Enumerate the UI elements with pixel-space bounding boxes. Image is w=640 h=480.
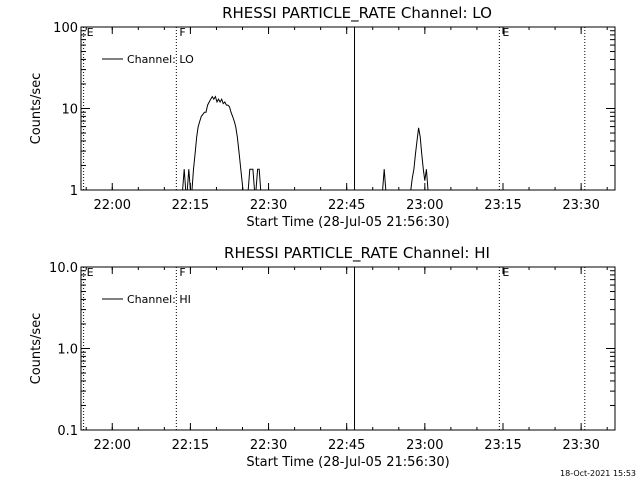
panel1-marker-label: E <box>87 26 94 39</box>
panel2-marker-label: E <box>87 266 94 279</box>
panel1-x-tick-label: 22:15 <box>172 198 209 213</box>
panel1-series-line <box>182 169 191 191</box>
panel1-title: RHESSI PARTICLE_RATE Channel: LO <box>222 4 492 23</box>
panel2-x-tick-label: 22:45 <box>328 438 365 453</box>
panel1-x-tick-label: 22:45 <box>328 198 365 213</box>
panel1-marker-label: F <box>179 26 185 39</box>
panel2-y-tick-label: 0.1 <box>57 424 78 439</box>
panel1-x-tick-label: 23:30 <box>562 198 599 213</box>
panel2-title: RHESSI PARTICLE_RATE Channel: HI <box>224 244 490 263</box>
panel1-series-line <box>410 127 429 191</box>
panel1-y-tick-label: 10 <box>61 103 78 118</box>
panel2-marker-label: E <box>502 266 509 279</box>
panel2-y-tick-label: 10.0 <box>49 261 78 276</box>
panel2-x-tick-label: 22:30 <box>250 438 287 453</box>
panel1-y-tick-label: 100 <box>53 21 78 36</box>
panel2-legend-label: Channel: HI <box>127 293 191 306</box>
panel1-y-tick-label: 1 <box>70 184 78 199</box>
panel1-series-line <box>247 168 262 191</box>
panel2-x-tick-label: 23:00 <box>406 438 443 453</box>
panel2-y-axis-label: Counts/sec <box>29 313 44 385</box>
panel1-y-axis-label: Counts/sec <box>29 73 44 145</box>
panel1-x-tick-label: 22:00 <box>94 198 131 213</box>
panel2-marker-label: F <box>179 266 185 279</box>
panel1-x-axis-label: Start Time (28-Jul-05 21:56:30) <box>246 215 449 230</box>
panel2-x-tick-label: 23:30 <box>562 438 599 453</box>
panel2-plot-frame <box>80 266 616 431</box>
panel1-plot-frame <box>80 26 616 191</box>
panel2-y-tick-label: 1.0 <box>57 343 78 358</box>
panel2-x-tick-label: 22:00 <box>94 438 131 453</box>
panel2-x-tick-label: 22:15 <box>172 438 209 453</box>
panel2-x-axis-label: Start Time (28-Jul-05 21:56:30) <box>246 455 449 470</box>
panel1-x-tick-label: 23:15 <box>484 198 521 213</box>
panel1-series-line <box>191 95 244 191</box>
panel1-legend-label: Channel: LO <box>127 53 194 66</box>
panel1-x-tick-label: 22:30 <box>250 198 287 213</box>
panel1-x-tick-label: 23:00 <box>406 198 443 213</box>
timestamp: 18-Oct-2021 15:53 <box>560 469 636 478</box>
panel1-marker-label: E <box>502 26 509 39</box>
panel2-x-tick-label: 23:15 <box>484 438 521 453</box>
panel1-series-line <box>382 169 387 191</box>
